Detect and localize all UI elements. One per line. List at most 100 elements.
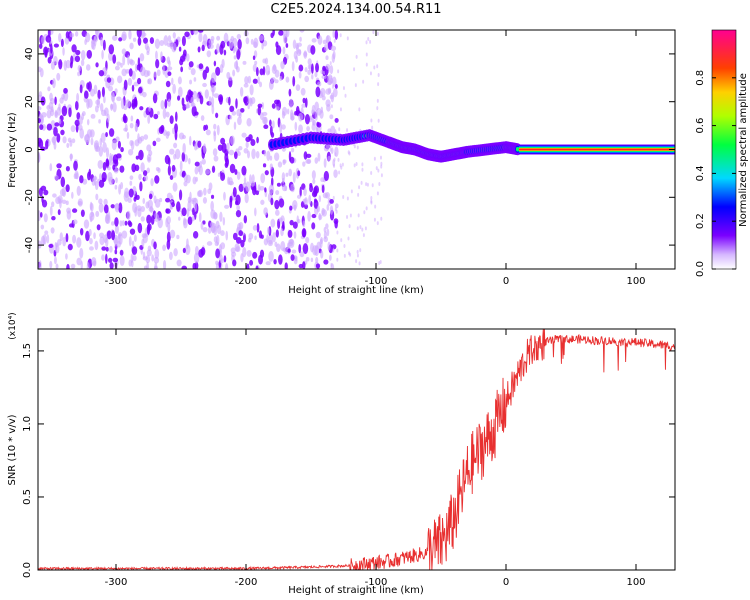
spectrum-speckle <box>148 106 151 112</box>
spectrum-speckle <box>102 39 106 51</box>
spectrum-speckle <box>172 182 178 192</box>
spectrum-speckle <box>240 253 244 263</box>
spectrum-speckle <box>333 157 336 162</box>
spectrum-speckle <box>127 77 133 86</box>
spectrum-speckle <box>95 30 99 36</box>
spectrum-speckle <box>98 119 101 124</box>
spectrum-speckle <box>371 183 374 188</box>
spectrum-speckle <box>124 220 128 226</box>
spectrum-speckle <box>61 186 67 198</box>
spectrum-speckle <box>281 106 288 116</box>
spectrum-speckle <box>272 64 277 71</box>
spectrum-speckle <box>323 231 327 240</box>
spectrum-speckle <box>258 254 264 265</box>
spectrum-speckle <box>174 148 181 160</box>
spectrum-speckle <box>288 239 294 245</box>
spectrum-speckle <box>100 109 107 117</box>
colorbar: 0.0 0.2 0.4 0.6 0.8 Normalized spectral ampl… <box>695 29 749 277</box>
spectrum-speckle <box>89 201 93 211</box>
spectrum-speckle <box>332 195 335 200</box>
x-tick-label: 0 <box>503 276 509 287</box>
spectrum-speckle <box>241 132 247 138</box>
spectrum-speckle <box>296 49 302 57</box>
spectrum-speckle <box>155 59 160 69</box>
spectrum-speckle <box>355 54 358 59</box>
spectrum-speckle <box>113 167 119 174</box>
colorbar-gradient <box>711 29 737 270</box>
spectrum-speckle <box>169 175 174 180</box>
spectrum-speckle <box>346 196 349 201</box>
spectrum-speckle <box>98 70 105 77</box>
spectrum-speckle <box>118 202 123 214</box>
spectrum-speckle <box>123 115 128 124</box>
spectrum-speckle <box>65 233 69 243</box>
spectrum-speckle <box>329 61 332 66</box>
spectrum-speckle <box>304 67 308 73</box>
x-tick-label: 100 <box>626 276 645 287</box>
spectrum-speckle <box>80 50 86 61</box>
spectrum-speckle <box>79 128 85 139</box>
spectrum-speckle <box>142 170 148 176</box>
spectrum-speckle <box>296 194 302 199</box>
spectrum-speckle <box>169 115 174 124</box>
spectrum-speckle <box>81 111 86 117</box>
spectrum-speckle <box>112 257 119 263</box>
spectrum-speckle <box>315 231 321 239</box>
spectrum-speckle <box>193 252 200 264</box>
spectrum-speckle <box>119 165 125 173</box>
y-tick-label: 0 <box>24 146 35 152</box>
spectrum-speckle <box>213 131 217 142</box>
spectrum-speckle <box>300 201 305 208</box>
spectrum-speckle <box>202 34 208 46</box>
spectrum-speckle <box>101 254 105 261</box>
spectrum-speckle <box>326 35 329 46</box>
spectrum-speckle <box>334 220 338 229</box>
spectrum-speckle <box>249 97 253 107</box>
spectrogram-y-ticks: -40 -20 0 20 40 <box>24 48 675 253</box>
spectrum-speckle <box>65 165 70 172</box>
spectrum-speckle <box>128 236 132 247</box>
spectrum-speckle <box>353 163 356 168</box>
spectrum-speckle <box>162 259 167 269</box>
spectrum-speckle <box>377 168 380 173</box>
spectrum-speckle <box>318 212 322 221</box>
spectrum-speckle <box>361 162 364 167</box>
spectrum-speckle <box>168 60 171 67</box>
spectrum-speckle <box>95 210 100 218</box>
spectrum-speckle <box>212 148 218 157</box>
spectrum-speckle <box>339 107 342 112</box>
spectrum-speckle <box>362 233 365 238</box>
spectrum-speckle <box>339 163 342 168</box>
spectrum-speckle <box>171 77 174 86</box>
spectrum-speckle <box>306 126 310 132</box>
spectrum-speckle <box>245 37 250 45</box>
y-tick-label: 40 <box>24 48 35 61</box>
spectrum-speckle <box>185 174 191 184</box>
spectrum-speckle <box>111 230 116 241</box>
spectrum-speckle <box>365 62 368 67</box>
spectrum-speckle <box>219 43 224 55</box>
spectrum-speckle <box>130 115 134 122</box>
spectrum-speckle <box>283 33 288 44</box>
spectrum-speckle <box>378 182 381 187</box>
spectrum-speckle <box>112 54 117 64</box>
spectrum-speckle <box>198 248 204 258</box>
spectrum-speckle <box>236 171 241 181</box>
spectrogram-x-ticks: -300 -200 -100 0 100 <box>105 30 646 287</box>
spectrum-speckle <box>216 43 220 54</box>
spectrum-speckle <box>128 68 133 77</box>
spectrum-speckle <box>261 102 265 110</box>
spectrum-speckle <box>146 214 152 224</box>
spectrum-speckle <box>346 36 349 41</box>
spectrum-speckle <box>86 82 90 90</box>
spectrum-speckle <box>376 31 379 36</box>
spectrum-speckle <box>228 96 231 106</box>
spectrum-speckle <box>373 156 376 161</box>
spectrum-speckle <box>115 177 118 184</box>
spectrogram-marks <box>38 30 675 269</box>
spectrum-speckle <box>326 228 330 237</box>
spectrum-speckle <box>361 167 364 172</box>
spectrum-speckle <box>198 32 203 43</box>
spectrum-speckle <box>44 230 49 235</box>
